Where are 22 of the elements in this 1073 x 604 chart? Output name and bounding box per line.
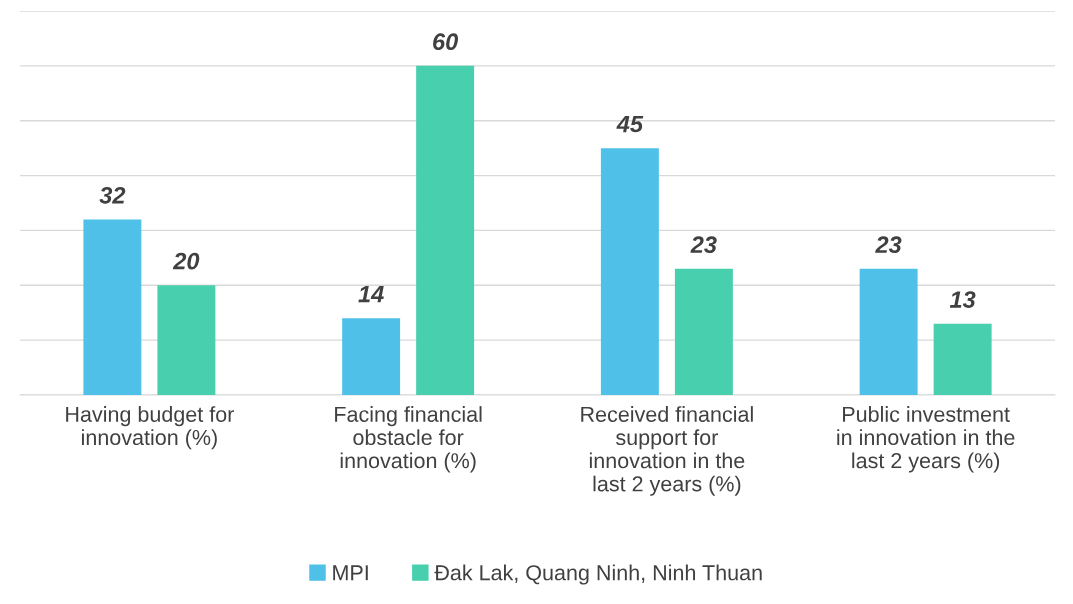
- x-tick-label: Received financial support for innovation in the last 2 years (%): [581, 406, 753, 496]
- x-tick-label: Having budget for innovation (%): [66, 406, 234, 450]
- data-label: 23: [690, 236, 717, 254]
- bar: [859, 268, 918, 395]
- legend-label: MPI: [333, 565, 368, 581]
- bar: [83, 219, 142, 395]
- legend-label: Đak Lak, Quang Ninh, Ninh Thuan: [434, 564, 762, 585]
- bar: [600, 148, 659, 395]
- bar: [416, 65, 475, 395]
- bar: [933, 323, 992, 395]
- data-label: 23: [875, 236, 902, 254]
- data-label: 45: [616, 115, 644, 133]
- data-label: 20: [172, 252, 200, 270]
- data-label: 60: [433, 33, 459, 51]
- bar: [674, 268, 733, 395]
- bar: [342, 318, 401, 395]
- data-label: 14: [358, 285, 384, 303]
- x-tick-label: Public investment in innovation in the last 2 years (%): [837, 406, 1015, 473]
- bar: [157, 285, 216, 395]
- data-label: 13: [949, 291, 976, 308]
- x-tick-label: Facing financial obstacle for innovation (%): [335, 406, 482, 473]
- data-label: 32: [99, 186, 126, 204]
